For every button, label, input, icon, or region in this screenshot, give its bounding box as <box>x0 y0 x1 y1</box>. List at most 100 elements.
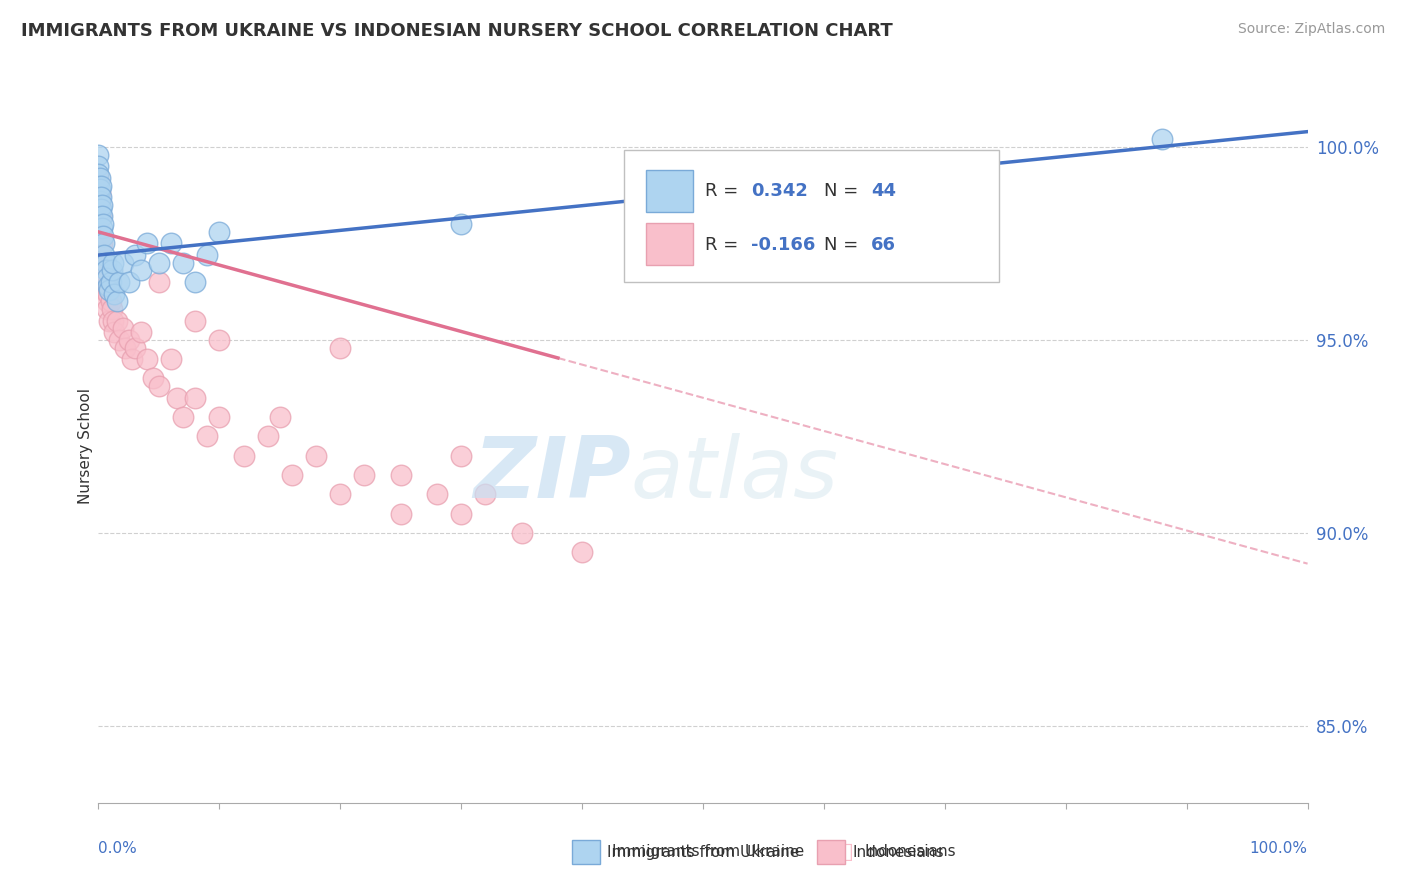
FancyBboxPatch shape <box>647 169 693 212</box>
Point <box>124 341 146 355</box>
Point <box>142 371 165 385</box>
Point <box>135 236 157 251</box>
Point <box>305 449 328 463</box>
Point <box>101 256 124 270</box>
Point <box>474 487 496 501</box>
Point <box>166 391 188 405</box>
Point <box>160 236 183 251</box>
Text: -0.166: -0.166 <box>751 235 815 253</box>
Point <box>105 313 128 327</box>
Point <box>148 379 170 393</box>
Point <box>353 467 375 482</box>
Point <box>94 275 117 289</box>
Point <box>184 275 207 289</box>
Point <box>118 333 141 347</box>
Point <box>89 198 111 212</box>
Text: N =: N = <box>824 235 863 253</box>
Point <box>89 186 111 201</box>
Point <box>87 159 110 173</box>
Point <box>87 210 110 224</box>
Point <box>100 275 122 289</box>
Point <box>108 275 131 289</box>
Point <box>87 221 110 235</box>
Point <box>96 294 118 309</box>
Point <box>94 256 117 270</box>
Text: 100.0%: 100.0% <box>1250 841 1308 856</box>
Point <box>195 248 218 262</box>
Point <box>87 178 110 193</box>
Point <box>91 275 114 289</box>
Point <box>129 325 152 339</box>
Point <box>208 225 231 239</box>
Text: 0.342: 0.342 <box>751 182 808 200</box>
Text: Immigrants from Ukraine: Immigrants from Ukraine <box>612 845 804 859</box>
Point <box>269 410 291 425</box>
Point <box>329 487 352 501</box>
Point <box>256 429 278 443</box>
Text: N =: N = <box>824 182 863 200</box>
Point <box>105 294 128 309</box>
Point <box>91 236 114 251</box>
Point <box>389 467 412 482</box>
FancyBboxPatch shape <box>624 150 1000 282</box>
Point <box>121 352 143 367</box>
Point <box>91 256 114 270</box>
Point <box>91 228 114 243</box>
Point <box>100 301 122 316</box>
Point <box>91 217 114 231</box>
Point <box>98 313 121 327</box>
Point <box>98 283 121 297</box>
Point <box>135 352 157 367</box>
Point <box>87 167 110 181</box>
Point <box>108 333 131 347</box>
Point <box>97 286 120 301</box>
Point <box>114 341 136 355</box>
Point <box>87 148 110 162</box>
Point <box>100 294 122 309</box>
Text: 44: 44 <box>872 182 896 200</box>
Point <box>89 182 111 196</box>
Point <box>93 263 115 277</box>
Point <box>90 248 112 262</box>
Point <box>90 210 112 224</box>
Point <box>184 391 207 405</box>
Point <box>90 190 112 204</box>
Point <box>93 283 115 297</box>
Point <box>96 271 118 285</box>
Point <box>90 225 112 239</box>
Text: 0.0%: 0.0% <box>98 841 138 856</box>
Point <box>103 325 125 339</box>
Point <box>184 313 207 327</box>
Point <box>329 341 352 355</box>
Point <box>103 286 125 301</box>
Point <box>91 210 114 224</box>
Point <box>111 321 134 335</box>
Point <box>90 202 112 216</box>
Point <box>89 236 111 251</box>
Point <box>389 507 412 521</box>
FancyBboxPatch shape <box>647 223 693 266</box>
Point <box>148 256 170 270</box>
Point <box>281 467 304 482</box>
Point <box>148 275 170 289</box>
Point <box>1152 132 1174 146</box>
Text: R =: R = <box>706 235 744 253</box>
Point <box>510 525 533 540</box>
Y-axis label: Nursery School: Nursery School <box>77 388 93 504</box>
Point <box>94 263 117 277</box>
Point <box>208 410 231 425</box>
Point <box>87 198 110 212</box>
Point <box>160 352 183 367</box>
Text: □: □ <box>834 842 853 862</box>
Point <box>87 186 110 201</box>
Text: 66: 66 <box>872 235 896 253</box>
Text: Indonesians: Indonesians <box>865 845 956 859</box>
Point <box>111 256 134 270</box>
Point <box>232 449 254 463</box>
Point <box>571 545 593 559</box>
Point <box>124 248 146 262</box>
Point <box>89 170 111 185</box>
Text: ZIP: ZIP <box>472 433 630 516</box>
Text: IMMIGRANTS FROM UKRAINE VS INDONESIAN NURSERY SCHOOL CORRELATION CHART: IMMIGRANTS FROM UKRAINE VS INDONESIAN NU… <box>21 22 893 40</box>
Point <box>426 487 449 501</box>
